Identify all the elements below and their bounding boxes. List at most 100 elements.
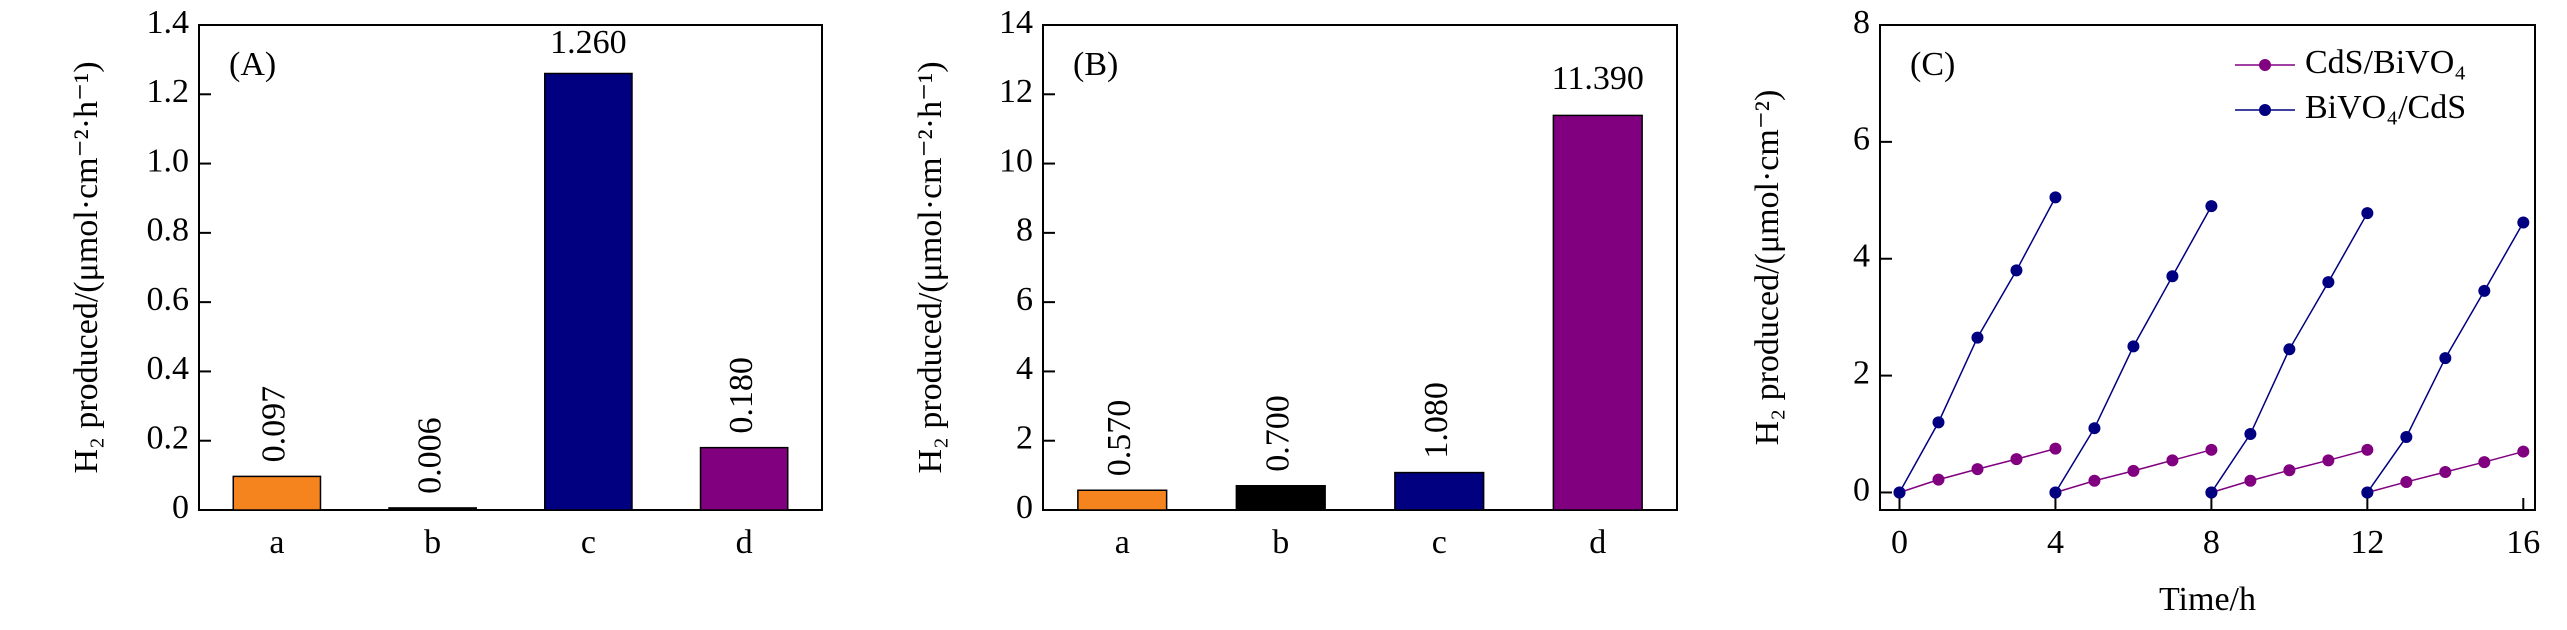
point [2478,284,2491,297]
point [2400,475,2413,488]
y-tick-label: 12 [999,73,1033,110]
x-tick-label: 12 [2350,524,2384,561]
point [2205,443,2218,456]
legend-label: BiVO₄/CdS [2305,89,2466,126]
point [1932,473,1945,486]
x-tick-label: c [581,524,596,561]
point [2166,270,2179,283]
point [1932,416,1945,429]
point [2439,352,2452,365]
y-tick-label: 6 [1853,121,1870,158]
legend-label: CdS/BiVO₄ [2305,44,2466,81]
y-axis-label: H₂ produced/(μmol·cm⁻²·h⁻¹) [68,61,105,473]
point [2244,474,2257,487]
value-label: 1.260 [550,24,627,61]
y-tick-label: 1.2 [147,73,190,110]
y-tick-label: 0 [1853,471,1870,508]
y-tick-label: 8 [1853,4,1870,41]
point [2205,486,2218,499]
y-axis-label: H₂ produced/(μmol·cm⁻²) [1749,90,1786,446]
x-axis-label: Time/h [2159,581,2256,618]
point [2010,264,2023,277]
point [2049,442,2062,455]
value-label: 11.390 [1552,60,1644,97]
y-tick-label: 0.4 [147,350,190,387]
point [2361,486,2374,499]
legend-marker [2259,104,2271,116]
point [2283,464,2296,477]
y-tick-label: 1.0 [147,142,190,179]
y-tick-label: 2 [1853,354,1870,391]
bar [544,72,633,511]
y-tick-label: 10 [999,142,1033,179]
plot-frame [1879,24,2536,511]
y-tick-label: 0 [172,489,189,526]
x-tick-label: d [1589,524,1606,561]
value-label: 1.080 [1418,382,1455,459]
point [2010,453,2023,466]
value-label: 0.570 [1101,400,1138,477]
value-label: 0.006 [411,417,448,494]
x-tick-label: a [269,524,284,561]
y-tick-label: 1.4 [147,4,190,41]
legend-marker [2259,59,2271,71]
y-tick-label: 4 [1016,350,1033,387]
value-label: 0.180 [723,357,760,434]
plot-frame [198,24,823,511]
point [2400,430,2413,443]
value-label: 0.700 [1260,395,1297,472]
point [2049,486,2062,499]
point [2517,216,2530,229]
point [2127,464,2140,477]
point [2322,276,2335,289]
x-tick-label: 4 [2047,524,2064,561]
point [2478,456,2491,469]
x-tick-label: b [424,524,441,561]
bar [1394,471,1485,511]
point [2127,340,2140,353]
y-tick-label: 0 [1016,489,1033,526]
point [1971,331,1984,344]
x-tick-label: 8 [2203,524,2220,561]
bar [388,507,477,511]
point [1893,486,1906,499]
point [2166,454,2179,467]
point [1971,463,1984,476]
panel-label: (C) [1910,46,1955,83]
y-tick-label: 2 [1016,420,1033,457]
bar [699,446,789,511]
point [2049,191,2062,204]
panel-label: (A) [229,46,276,83]
y-tick-label: 14 [999,4,1033,41]
point [2088,422,2101,435]
y-tick-label: 4 [1853,238,1870,275]
y-tick-label: 0.2 [147,420,190,457]
x-tick-label: 0 [1891,524,1908,561]
bar [1077,489,1168,511]
y-tick-label: 0.6 [147,281,190,318]
point [2361,207,2374,220]
point [2361,443,2374,456]
x-tick-label: a [1115,524,1130,561]
point [2517,445,2530,458]
x-tick-label: d [736,524,753,561]
bar [232,475,322,511]
x-tick-label: 16 [2506,524,2540,561]
point [2205,200,2218,213]
point [2088,474,2101,487]
point [2439,466,2452,479]
y-tick-label: 6 [1016,281,1033,318]
x-tick-label: c [1432,524,1447,561]
bar [1552,114,1643,511]
point [2322,454,2335,467]
panel-label: (B) [1073,46,1118,83]
bar [1235,485,1326,511]
y-tick-label: 8 [1016,212,1033,249]
point [2283,343,2296,356]
x-tick-label: b [1272,524,1289,561]
point [2244,428,2257,441]
y-tick-label: 0.8 [147,212,190,249]
y-axis-label: H₂ produced/(μmol·cm⁻²·h⁻¹) [912,61,949,473]
value-label: 0.097 [256,386,293,463]
